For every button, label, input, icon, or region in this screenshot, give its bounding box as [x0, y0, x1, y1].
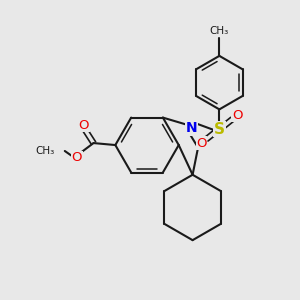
- Text: CH₃: CH₃: [210, 26, 229, 36]
- Text: O: O: [196, 136, 207, 150]
- Text: O: O: [78, 119, 89, 132]
- Text: N: N: [186, 121, 197, 135]
- Text: N: N: [186, 121, 197, 135]
- Text: O: O: [71, 152, 82, 164]
- Text: O: O: [232, 109, 242, 122]
- Text: CH₃: CH₃: [36, 146, 55, 156]
- Text: S: S: [214, 122, 225, 137]
